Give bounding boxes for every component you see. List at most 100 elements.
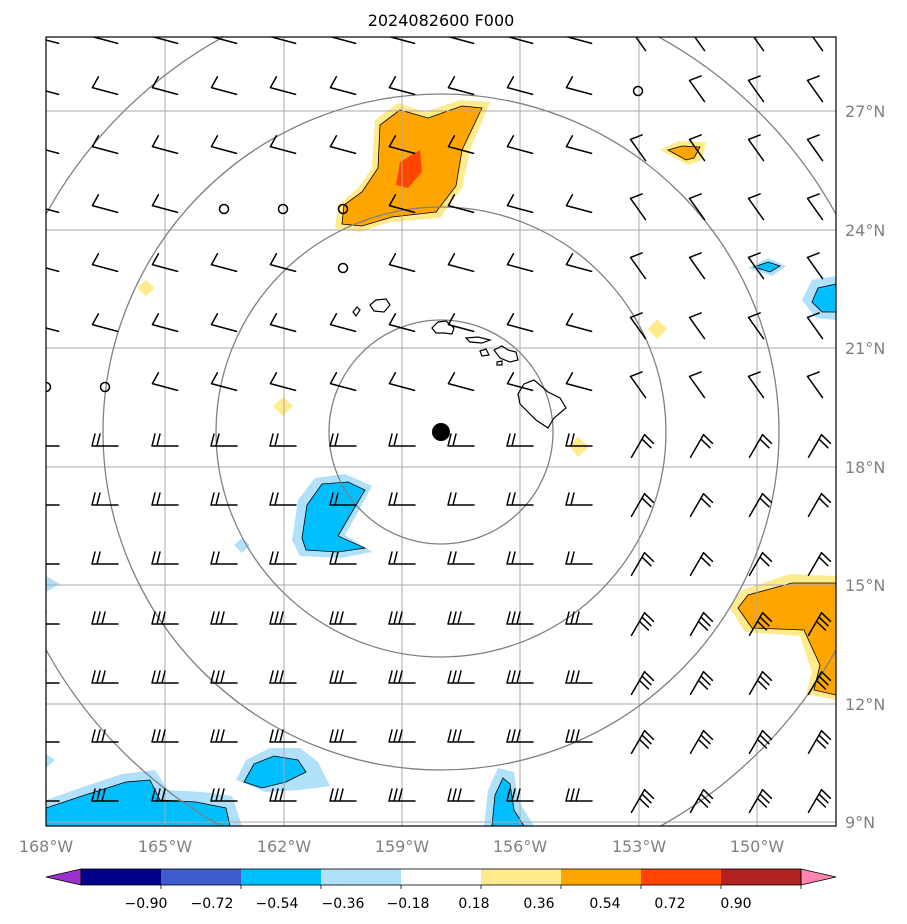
wind-barb bbox=[151, 433, 179, 447]
wind-barb bbox=[329, 551, 357, 565]
wind-barb bbox=[151, 194, 179, 214]
coastline-hawaii bbox=[352, 298, 567, 429]
wind-barb bbox=[748, 492, 773, 518]
wind-barb bbox=[210, 788, 238, 802]
wind-barb bbox=[630, 492, 655, 518]
wind-barb bbox=[689, 670, 714, 696]
colorbar-tick-label: 0.72 bbox=[654, 896, 685, 912]
wind-barb bbox=[688, 75, 706, 103]
colorbar-labels: −0.90 −0.72 −0.54 −0.36 −0.18 0.18 0.36 … bbox=[125, 896, 752, 912]
wind-barb bbox=[91, 670, 119, 684]
wind-barb bbox=[807, 551, 832, 577]
colorbar-segment bbox=[161, 869, 241, 885]
island-oahu bbox=[431, 320, 455, 335]
wind-barb bbox=[91, 433, 119, 447]
colorbar-tick-label: 0.18 bbox=[458, 896, 489, 912]
wind-barb bbox=[447, 670, 475, 684]
wind-barb bbox=[807, 729, 832, 755]
lat-label: 15°N bbox=[845, 576, 885, 595]
negative-anomaly-spot bbox=[234, 538, 250, 553]
calm-markers bbox=[46, 85, 644, 393]
wind-barb bbox=[447, 788, 475, 802]
wind-barb bbox=[689, 611, 714, 637]
wind-barb bbox=[269, 611, 297, 625]
wind-barb bbox=[688, 312, 706, 340]
wind-barb bbox=[506, 76, 534, 96]
wind-barb bbox=[752, 37, 765, 52]
wind-barb bbox=[629, 312, 647, 340]
wind-barb bbox=[806, 134, 824, 162]
range-ring bbox=[102, 93, 780, 771]
wind-barb bbox=[329, 492, 357, 506]
positive-anomaly-spot bbox=[648, 319, 667, 339]
wind-barb bbox=[630, 729, 655, 755]
wind-barb bbox=[210, 433, 238, 447]
wind-barb bbox=[747, 193, 765, 221]
colorbar-segment bbox=[241, 869, 321, 885]
island-lanai bbox=[479, 348, 490, 357]
colorbar-segment bbox=[401, 869, 481, 885]
wind-barb bbox=[269, 433, 297, 447]
colorbar-tick-label: −0.90 bbox=[125, 896, 168, 912]
colorbar-tick-label: −0.72 bbox=[191, 896, 234, 912]
strong-negative-anomaly-region bbox=[46, 780, 230, 826]
wind-barb bbox=[388, 670, 416, 684]
map-title: 2024082600 F000 bbox=[368, 11, 515, 30]
wind-barb bbox=[748, 729, 773, 755]
wind-barb bbox=[747, 75, 765, 103]
wind-barb bbox=[629, 252, 647, 280]
wind-barb bbox=[269, 37, 297, 45]
wind-barb bbox=[634, 37, 647, 52]
wind-barb bbox=[151, 372, 179, 392]
wind-barb bbox=[46, 504, 60, 506]
wind-barb bbox=[447, 433, 475, 447]
wind-barb bbox=[151, 492, 179, 506]
wind-barb bbox=[506, 670, 534, 684]
colorbar-segment bbox=[321, 869, 401, 885]
wind-barb bbox=[329, 135, 357, 155]
wind-barb bbox=[91, 551, 119, 565]
wind-barb bbox=[506, 551, 534, 565]
wind-barb bbox=[210, 372, 238, 392]
wind-barb bbox=[693, 37, 706, 52]
wind-barb bbox=[151, 135, 179, 155]
lon-label: 168°W bbox=[19, 837, 74, 856]
wind-barb bbox=[46, 563, 60, 565]
wind-barb bbox=[151, 76, 179, 96]
wind-barb bbox=[748, 611, 773, 637]
positive-anomaly-region bbox=[738, 583, 836, 695]
wind-barb bbox=[807, 788, 832, 814]
calm-marker bbox=[632, 85, 644, 97]
wind-barb bbox=[447, 611, 475, 625]
wind-barb bbox=[748, 788, 773, 814]
wind-barb bbox=[329, 788, 357, 802]
colorbar-tick-label: −0.36 bbox=[322, 896, 365, 912]
wind-barb bbox=[210, 551, 238, 565]
island-hawaii bbox=[517, 379, 567, 429]
colorbar-segment bbox=[561, 869, 641, 885]
wind-barb bbox=[269, 551, 297, 565]
colorbar-tick-label: −0.54 bbox=[256, 896, 299, 912]
wind-barb bbox=[630, 670, 655, 696]
wind-barb bbox=[91, 729, 119, 743]
wind-barb bbox=[747, 371, 765, 399]
negative-anomaly-spot bbox=[46, 754, 55, 768]
wind-barb bbox=[91, 76, 119, 96]
wind-barb bbox=[269, 492, 297, 506]
wind-barb bbox=[506, 788, 534, 802]
colorbar-frame bbox=[80, 868, 802, 886]
wind-barb bbox=[91, 135, 119, 155]
wind-barb bbox=[630, 611, 655, 637]
latitude-labels: 27°N 24°N 21°N 18°N 15°N 12°N 9°N bbox=[845, 102, 885, 832]
wind-barb bbox=[388, 37, 416, 45]
colorbar-tick-label: 0.90 bbox=[720, 896, 751, 912]
wind-barb bbox=[151, 37, 179, 45]
wind-barb bbox=[806, 193, 824, 221]
colorbar-segment bbox=[481, 869, 561, 885]
wind-barb bbox=[46, 445, 60, 447]
strong-negative-anomaly-region bbox=[302, 482, 365, 552]
wind-barb bbox=[565, 611, 593, 625]
wind-barb bbox=[91, 253, 119, 273]
wind-barb bbox=[447, 194, 475, 214]
